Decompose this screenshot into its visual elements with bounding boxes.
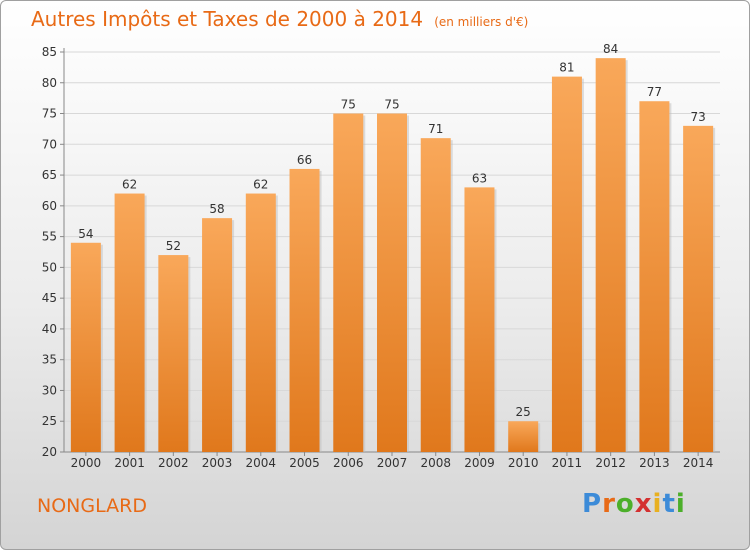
bar [464, 187, 495, 452]
bar [333, 113, 364, 453]
data-label: 54 [78, 227, 93, 241]
logo-letter: i [652, 489, 663, 519]
data-label: 71 [428, 122, 443, 136]
x-tick-label: 2011 [552, 456, 583, 470]
y-tick-label: 20 [42, 445, 57, 459]
y-tick-label: 75 [42, 107, 57, 121]
chart-title: Autres Impôts et Taxes de 2000 à 2014 (e… [31, 7, 528, 31]
unit-text: (en milliers d'€) [434, 15, 529, 29]
logo-letter: x [634, 489, 653, 519]
data-label: 73 [690, 110, 705, 124]
y-tick-label: 45 [42, 291, 57, 305]
bar [245, 193, 276, 453]
bar [508, 421, 539, 452]
logo-letter: t [662, 489, 676, 519]
y-tick-label: 40 [42, 322, 57, 336]
data-label: 75 [341, 98, 356, 112]
data-label: 81 [559, 61, 574, 75]
y-tick-label: 60 [42, 199, 57, 213]
title-text: Autres Impôts et Taxes de 2000 à 2014 [31, 7, 424, 31]
y-tick-label: 85 [42, 45, 57, 59]
data-label: 63 [472, 171, 487, 185]
bar [683, 125, 714, 452]
commune-name: NONGLARD [37, 495, 147, 517]
bar [70, 242, 101, 452]
data-label: 58 [209, 202, 224, 216]
bars [70, 58, 716, 453]
bar [114, 193, 145, 453]
x-tick-label: 2004 [246, 456, 277, 470]
x-tick-label: 2013 [639, 456, 670, 470]
bar [551, 76, 582, 452]
bar [639, 101, 670, 452]
x-tick-label: 2001 [114, 456, 145, 470]
data-label: 52 [166, 239, 181, 253]
bar [595, 58, 626, 453]
logo-letter: P [582, 489, 603, 519]
data-label: 75 [384, 98, 399, 112]
labels: 20 25 30 35 40 45 50 55 60 65 70 75 80 85 54 2000 62 2001… [42, 42, 714, 470]
y-tick-label: 30 [42, 383, 57, 397]
y-tick-label: 80 [42, 76, 57, 90]
bar [420, 138, 451, 452]
x-tick-label: 2003 [202, 456, 233, 470]
logo-letter: o [615, 489, 635, 519]
data-label: 62 [253, 178, 268, 192]
x-tick-label: 2007 [377, 456, 408, 470]
bar [202, 218, 233, 452]
data-label: 77 [647, 85, 662, 99]
logo-letter: r [602, 489, 616, 519]
x-tick-label: 2005 [289, 456, 320, 470]
proxiti-logo[interactable]: Proxiti [582, 489, 686, 519]
y-tick-label: 70 [42, 137, 57, 151]
x-tick-label: 2010 [508, 456, 539, 470]
y-tick-label: 55 [42, 230, 57, 244]
x-tick-label: 2012 [595, 456, 626, 470]
data-label: 62 [122, 178, 137, 192]
x-tick-label: 2009 [464, 456, 495, 470]
logo-letter: i [675, 489, 686, 519]
data-label: 25 [516, 405, 531, 419]
y-tick-label: 50 [42, 260, 57, 274]
bar [377, 113, 407, 453]
x-tick-label: 2000 [71, 456, 102, 470]
bar [289, 168, 320, 452]
x-tick-label: 2014 [683, 456, 714, 470]
x-tick-label: 2008 [420, 456, 451, 470]
x-tick-label: 2002 [158, 456, 189, 470]
y-tick-label: 65 [42, 168, 57, 182]
x-tick-label: 2006 [333, 456, 364, 470]
y-tick-label: 25 [42, 414, 57, 428]
bar [158, 255, 189, 452]
data-label: 66 [297, 153, 312, 167]
data-label: 84 [603, 42, 618, 56]
y-tick-label: 35 [42, 353, 57, 367]
